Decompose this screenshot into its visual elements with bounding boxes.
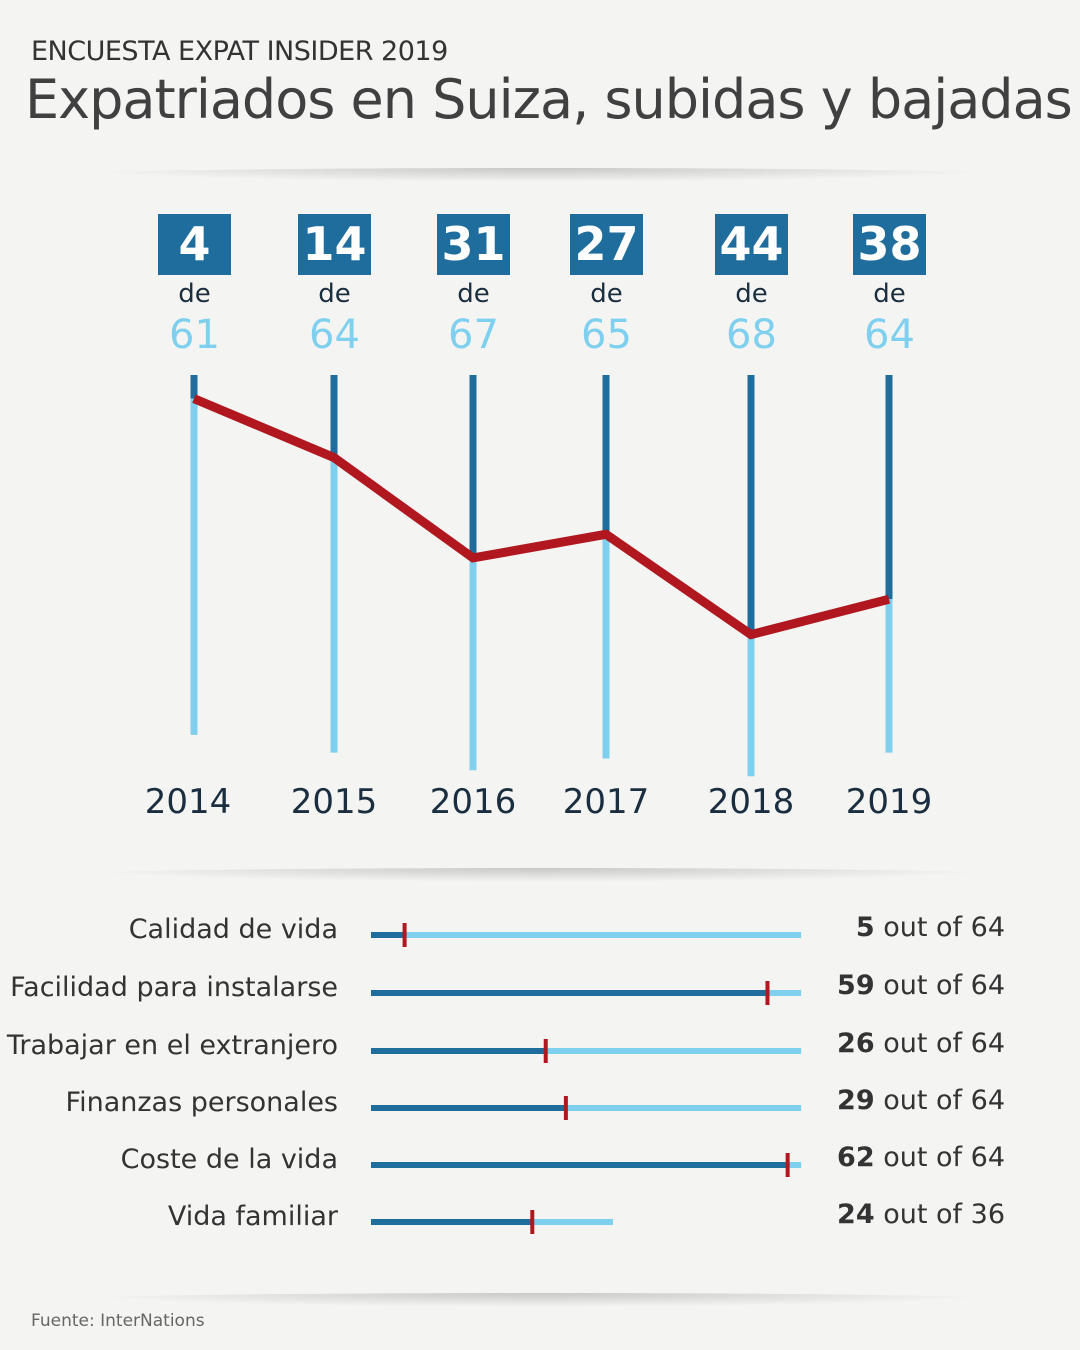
year-tick-label: 2015 (290, 782, 378, 822)
category-label: Vida familiar (167, 1201, 338, 1232)
score-total: 64 (970, 1142, 1005, 1173)
bar-marker (543, 1039, 548, 1063)
category-label: Calidad de vida (128, 914, 338, 945)
score-label: 5 out of 64 (856, 912, 1005, 943)
category-label: Coste de la vida (120, 1144, 338, 1175)
connector-label: de (873, 279, 906, 309)
divider (60, 868, 1020, 882)
year-tick-label: 2017 (562, 782, 650, 822)
total-label: 65 (581, 312, 632, 358)
rank-line (192, 394, 891, 640)
rank-label: 14 (298, 214, 371, 275)
score-value: 29 (837, 1085, 875, 1116)
score-value: 62 (837, 1142, 875, 1173)
bar-marker (402, 923, 407, 947)
score-suffix: out of (883, 1142, 963, 1173)
score-label: 29 out of 64 (837, 1085, 1005, 1116)
score-label: 26 out of 64 (837, 1028, 1005, 1059)
score-total: 64 (970, 970, 1005, 1001)
total-label: 64 (309, 312, 360, 358)
score-suffix: out of (883, 1085, 963, 1116)
score-suffix: out of (883, 970, 963, 1001)
score-total: 64 (970, 1085, 1005, 1116)
score-suffix: out of (883, 1028, 963, 1059)
score-label: 62 out of 64 (837, 1142, 1005, 1173)
total-label: 67 (448, 312, 499, 358)
category-label: Finanzas personales (65, 1087, 338, 1118)
bar-marker (785, 1153, 790, 1177)
rank-label: 4 (158, 214, 231, 275)
divider (60, 1293, 1020, 1307)
rank-label: 31 (437, 214, 510, 275)
divider (60, 168, 1020, 182)
score-total: 36 (970, 1199, 1005, 1230)
bar-marker (530, 1210, 535, 1234)
connector-label: de (457, 279, 490, 309)
score-suffix: out of (883, 1199, 963, 1230)
score-value: 26 (837, 1028, 875, 1059)
total-label: 68 (726, 312, 777, 358)
score-total: 64 (970, 912, 1005, 943)
rank-label: 38 (853, 214, 926, 275)
rank-label: 27 (570, 214, 643, 275)
score-value: 24 (837, 1199, 875, 1230)
year-tick-label: 2019 (845, 782, 933, 822)
score-suffix: out of (883, 912, 963, 943)
page-title: Expatriados en Suiza, subidas y bajadas (25, 68, 1073, 131)
score-total: 64 (970, 1028, 1005, 1059)
rank-label: 44 (715, 214, 788, 275)
connector-label: de (590, 279, 623, 309)
kicker: ENCUESTA EXPAT INSIDER 2019 (31, 36, 448, 67)
bar-marker (563, 1096, 568, 1120)
score-label: 59 out of 64 (837, 970, 1005, 1001)
category-label: Trabajar en el extranjero (6, 1030, 338, 1061)
connector-label: de (735, 279, 768, 309)
total-label: 64 (864, 312, 915, 358)
total-label: 61 (169, 312, 220, 358)
year-tick-label: 2014 (144, 782, 232, 822)
connector-label: de (318, 279, 351, 309)
score-value: 5 (855, 912, 875, 943)
year-tick-label: 2018 (707, 782, 795, 822)
category-label: Facilidad para instalarse (10, 972, 338, 1003)
source-note: Fuente: InterNations (31, 1311, 205, 1331)
score-value: 59 (837, 970, 875, 1001)
year-tick-label: 2016 (429, 782, 517, 822)
score-label: 24 out of 36 (837, 1199, 1005, 1230)
connector-label: de (178, 279, 211, 309)
bar-marker (765, 981, 770, 1005)
